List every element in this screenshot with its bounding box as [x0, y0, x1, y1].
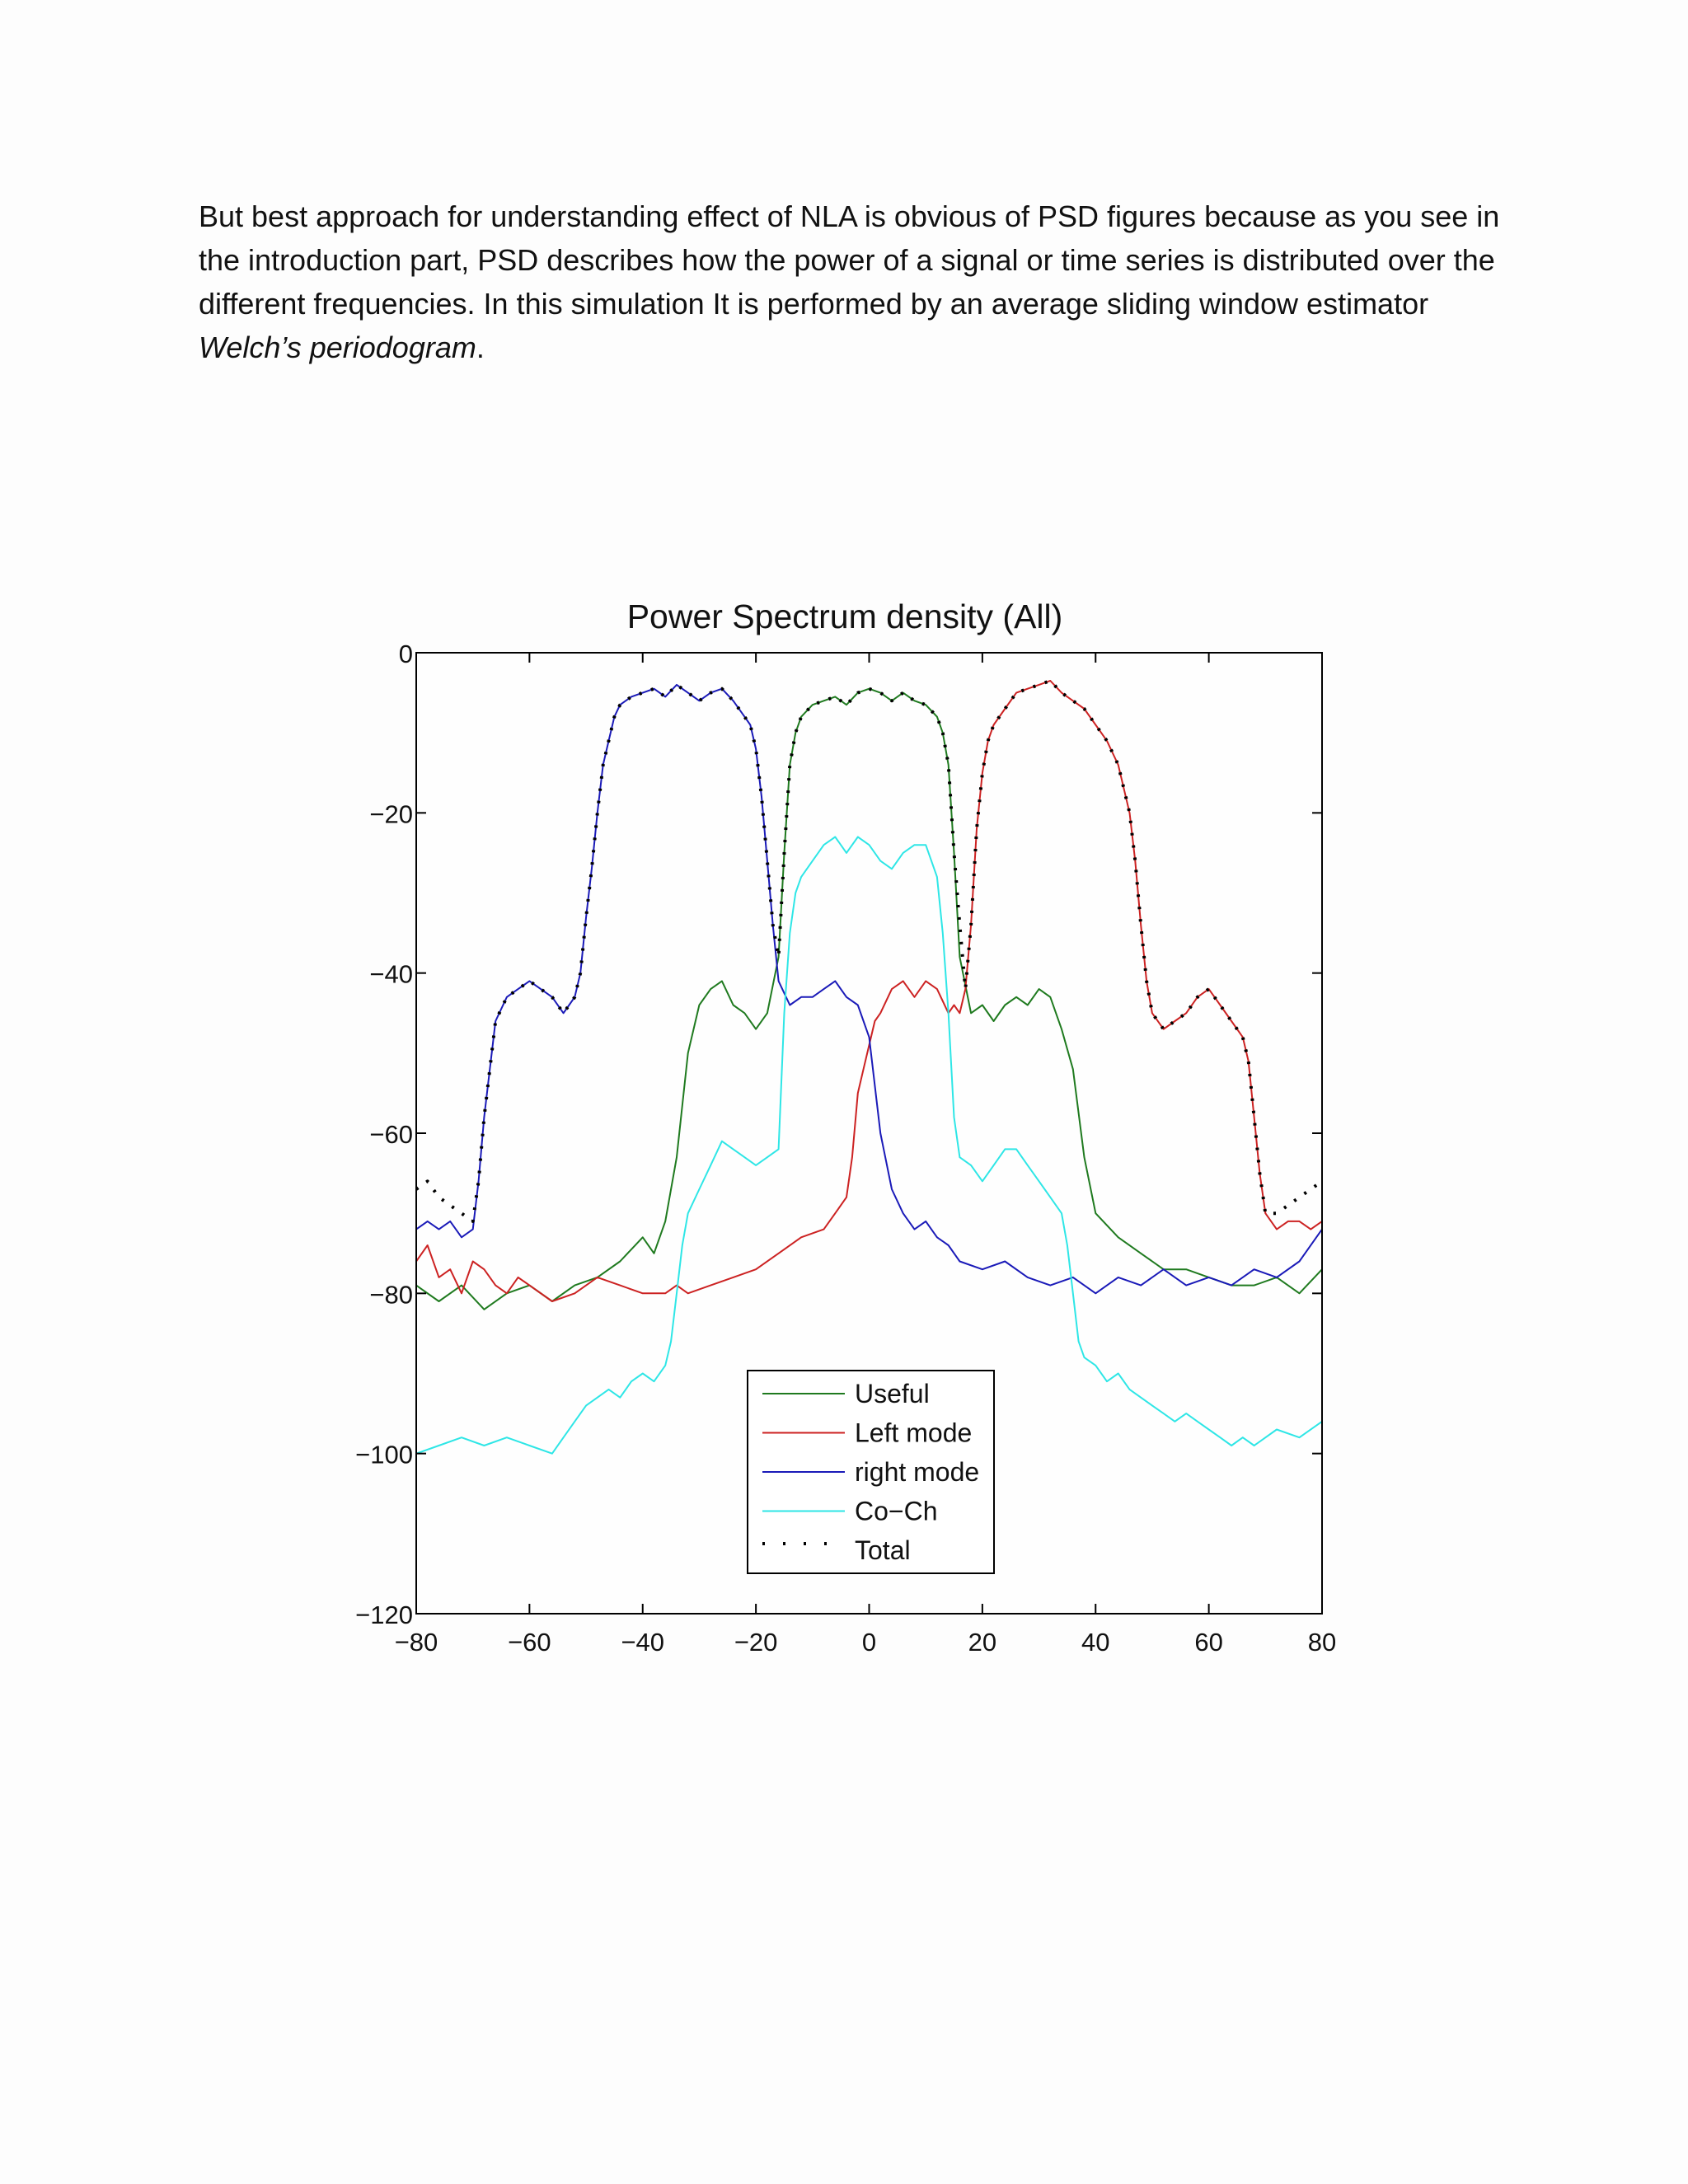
y-tick-label: 0 [399, 640, 413, 668]
legend-label: Total [855, 1535, 911, 1565]
legend: Useful Left mode right mode Co−Ch Total [747, 1370, 995, 1574]
x-tick-label: 0 [862, 1628, 876, 1657]
series-line-4 [415, 679, 1324, 1223]
series-line-3 [415, 836, 1323, 1455]
x-tick-label: −60 [508, 1628, 551, 1657]
legend-label: Co−Ch [855, 1497, 938, 1526]
x-tick-label: 80 [1308, 1628, 1336, 1657]
chart-title: Power Spectrum density (All) [627, 598, 1063, 635]
y-tick-label: −60 [369, 1120, 413, 1149]
x-tick-label: 40 [1081, 1628, 1109, 1657]
series-line-1 [415, 680, 1323, 1302]
series-layer [415, 679, 1324, 1455]
legend-label: Useful [855, 1379, 930, 1408]
x-tick-label: −40 [621, 1628, 664, 1657]
y-tick-label: −20 [369, 799, 413, 828]
y-tick-label: −100 [355, 1441, 413, 1469]
body-paragraph: But best approach for understanding effe… [199, 194, 1517, 369]
x-tick-label: −20 [734, 1628, 778, 1657]
y-tick-label: −120 [355, 1601, 413, 1629]
x-tick-label: −80 [395, 1628, 438, 1657]
series-line-0 [415, 687, 1323, 1310]
paragraph-italic-term: Welch’s periodogram [199, 330, 476, 364]
paragraph-text: But best approach for understanding effe… [199, 199, 1500, 321]
legend-label: Left mode [855, 1418, 972, 1448]
x-tick-label: 20 [968, 1628, 996, 1657]
y-tick-label: −80 [369, 1280, 413, 1309]
legend-label: right mode [855, 1457, 979, 1487]
x-tick-label: 60 [1194, 1628, 1222, 1657]
paragraph-end: . [476, 330, 485, 364]
axes-layer: −80 −60 −40 −20 0 20 40 60 80 0 −20 −40 −60 −80 −100 −1… [355, 640, 1336, 1657]
y-tick-label: −40 [369, 960, 413, 989]
